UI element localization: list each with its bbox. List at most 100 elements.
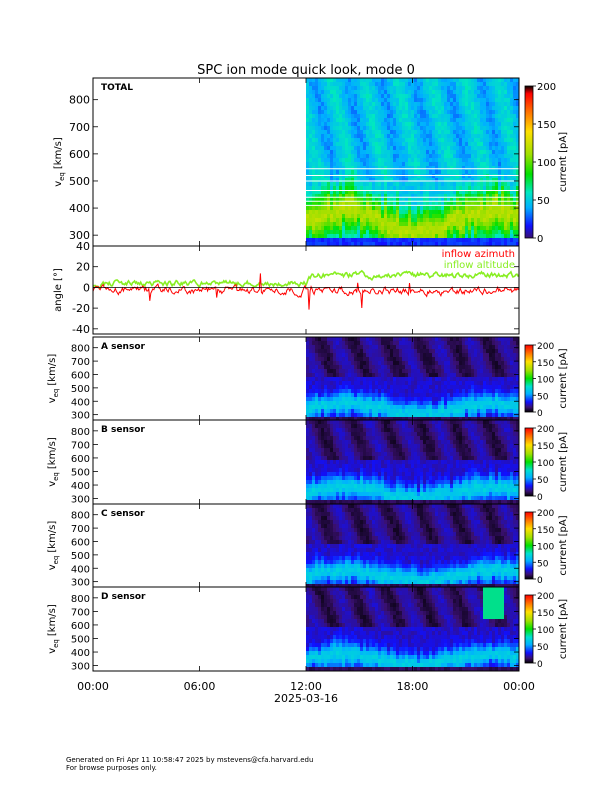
heatmap-cell	[315, 409, 319, 414]
heatmap-cell	[501, 393, 505, 398]
heatmap-cell	[321, 238, 325, 243]
heatmap-cell	[477, 226, 481, 231]
heatmap-cell	[516, 202, 520, 207]
heatmap-cell	[408, 349, 412, 354]
heatmap-cell	[411, 198, 415, 203]
heatmap-cell	[429, 122, 433, 127]
heatmap-cell	[465, 94, 469, 99]
heatmap-cell	[474, 98, 478, 103]
heatmap-cell	[495, 102, 499, 107]
heatmap-cell	[414, 78, 418, 83]
heatmap-cell	[399, 158, 403, 163]
heatmap-cell	[453, 341, 457, 346]
heatmap-cell	[354, 401, 358, 406]
heatmap-cell	[390, 94, 394, 99]
heatmap-cell	[327, 194, 331, 199]
heatmap-cell	[399, 82, 403, 87]
heatmap-cell	[306, 472, 310, 477]
heatmap-cell	[486, 385, 490, 390]
heatmap-cell	[330, 114, 334, 119]
heatmap-cell	[327, 381, 331, 386]
heatmap-cell	[345, 353, 349, 358]
heatmap-cell	[393, 158, 397, 163]
heatmap-cell	[456, 186, 460, 191]
heatmap-cell	[492, 349, 496, 354]
heatmap-cell	[312, 158, 316, 163]
heatmap-cell	[438, 98, 442, 103]
heatmap-cell	[447, 102, 451, 107]
heatmap-cell	[309, 444, 313, 449]
heatmap-cell	[312, 389, 316, 394]
heatmap-cell	[408, 170, 412, 175]
heatmap-cell	[318, 150, 322, 155]
heatmap-cell	[381, 90, 385, 95]
heatmap-cell	[315, 476, 319, 481]
heatmap-cell	[372, 142, 376, 147]
heatmap-cell	[354, 86, 358, 91]
heatmap-cell	[492, 341, 496, 346]
heatmap-cell	[375, 90, 379, 95]
heatmap-cell	[351, 222, 355, 227]
heatmap-cell	[309, 361, 313, 366]
heatmap-cell	[504, 417, 508, 422]
heatmap-cell	[402, 78, 406, 83]
heatmap-cell	[354, 448, 358, 453]
heatmap-cell	[471, 78, 475, 83]
heatmap-cell	[378, 413, 382, 418]
heatmap-cell	[342, 162, 346, 167]
heatmap-cell	[426, 361, 430, 366]
heatmap-cell	[324, 337, 328, 342]
heatmap-cell	[399, 226, 403, 231]
heatmap-cell	[321, 428, 325, 433]
heatmap-cell	[315, 218, 319, 223]
heatmap-cell	[471, 122, 475, 127]
heatmap-cell	[342, 114, 346, 119]
heatmap-cell	[327, 170, 331, 175]
heatmap-cell	[354, 174, 358, 179]
heatmap-cell	[435, 413, 439, 418]
heatmap-cell	[507, 373, 511, 378]
heatmap-cell	[324, 198, 328, 203]
heatmap-cell	[396, 194, 400, 199]
heatmap-cell	[369, 377, 373, 382]
heatmap-cell	[450, 210, 454, 215]
heatmap-cell	[315, 166, 319, 171]
heatmap-cell	[378, 190, 382, 195]
heatmap-cell	[357, 436, 361, 441]
heatmap-cell	[312, 456, 316, 461]
heatmap-cell	[516, 409, 520, 414]
heatmap-cell	[423, 202, 427, 207]
heatmap-cell	[306, 345, 310, 350]
heatmap-cell	[309, 86, 313, 91]
heatmap-cell	[501, 349, 505, 354]
heatmap-cell	[378, 397, 382, 402]
heatmap-cell	[306, 98, 310, 103]
heatmap-cell	[381, 206, 385, 211]
heatmap-cell	[420, 90, 424, 95]
heatmap-cell	[483, 381, 487, 386]
heatmap-cell	[510, 401, 514, 406]
heatmap-cell	[483, 417, 487, 422]
heatmap-cell	[423, 401, 427, 406]
heatmap-cell	[510, 413, 514, 418]
heatmap-cell	[318, 134, 322, 139]
heatmap-cell	[456, 397, 460, 402]
heatmap-cell	[477, 198, 481, 203]
heatmap-cell	[354, 432, 358, 437]
heatmap-cell	[366, 242, 370, 247]
heatmap-cell	[447, 349, 451, 354]
heatmap-cell	[345, 182, 349, 187]
heatmap-cell	[309, 150, 313, 155]
heatmap-cell	[330, 472, 334, 477]
heatmap-cell	[378, 198, 382, 203]
heatmap-cell	[306, 361, 310, 366]
heatmap-cell	[339, 178, 343, 183]
heatmap-cell	[414, 218, 418, 223]
heatmap-cell	[354, 166, 358, 171]
heatmap-cell	[333, 126, 337, 131]
heatmap-cell	[357, 377, 361, 382]
heatmap-cell	[465, 417, 469, 422]
heatmap-cell	[471, 405, 475, 410]
heatmap-cell	[345, 472, 349, 477]
